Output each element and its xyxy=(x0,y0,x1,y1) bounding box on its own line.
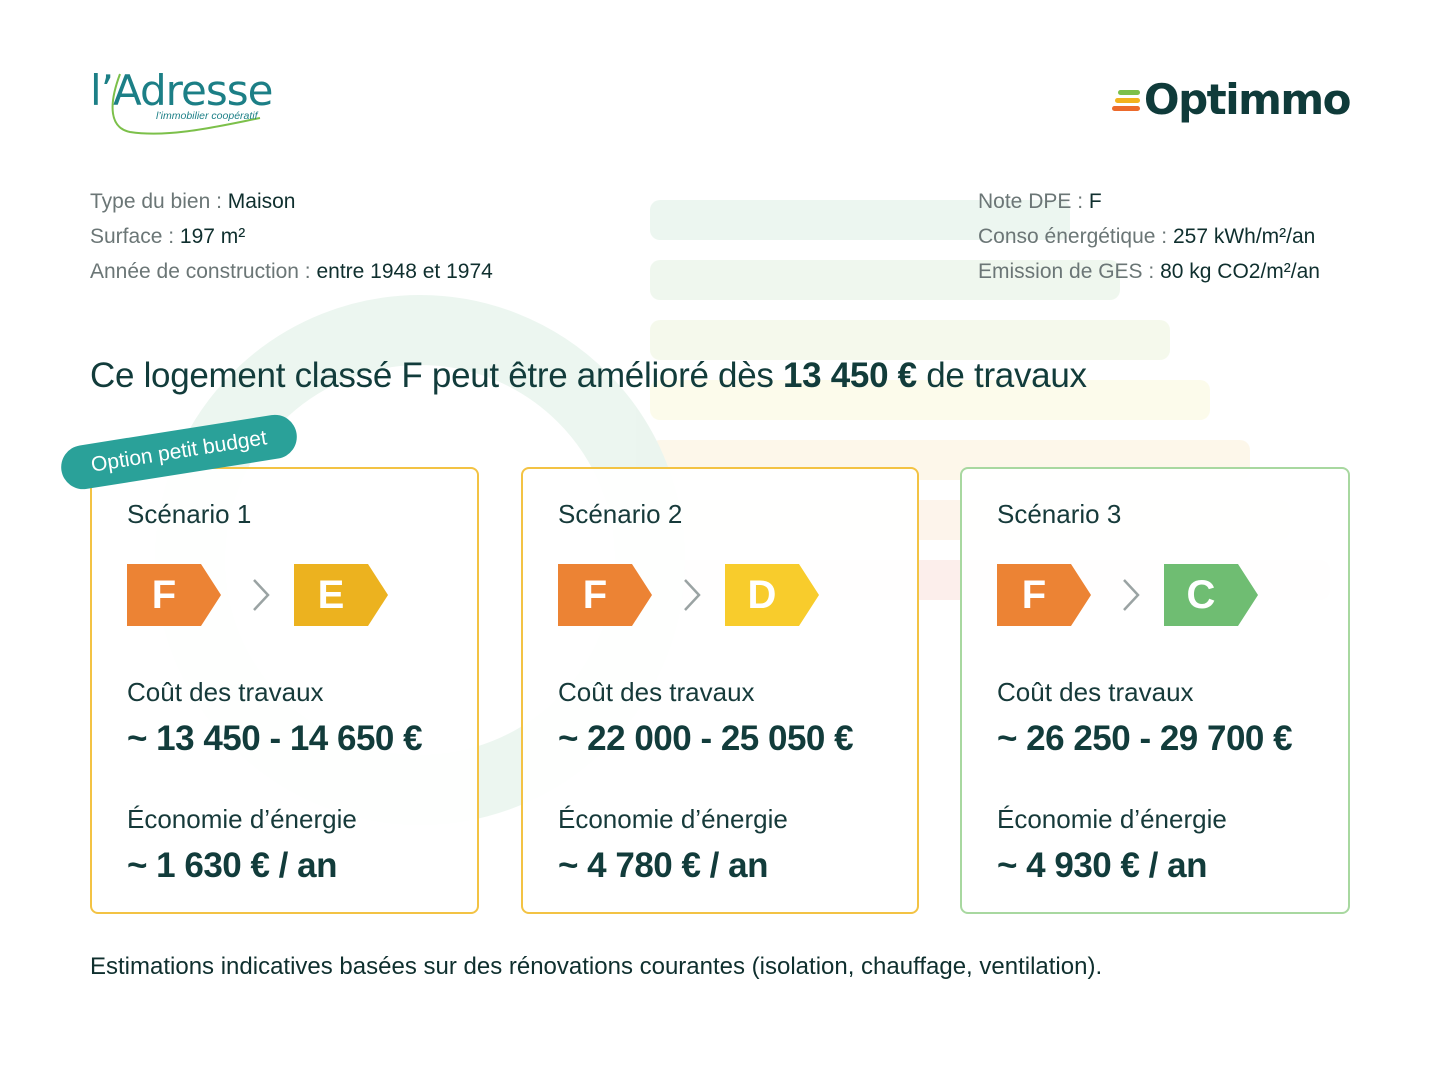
cost-value: ~ 13 450 - 14 650 € xyxy=(127,719,423,758)
property-type-value: Maison xyxy=(227,190,296,213)
dpe-to-badge: D xyxy=(725,564,819,626)
scenario-title: Scénario 3 xyxy=(997,499,1122,529)
headline-after: de travaux xyxy=(916,356,1087,395)
cost-label: Coût des travaux xyxy=(997,677,1194,707)
conso-value: 257 kWh/m²/an xyxy=(1172,225,1316,248)
saving-label: Économie d’énergie xyxy=(997,804,1227,834)
dpe-from-letter: F xyxy=(151,573,177,617)
cost-label: Coût des travaux xyxy=(558,677,755,707)
ges-row: Emission de GES : 80 kg CO2/m²/an xyxy=(978,254,1320,289)
saving-value: ~ 4 930 € / an xyxy=(997,846,1207,885)
headline: Ce logement classé F peut être amélioré … xyxy=(90,356,1087,396)
surface-row: Surface : 197 m² xyxy=(90,219,493,254)
optimmo-logo: Optimmo xyxy=(1111,74,1352,124)
scenario-card-1: Scénario 1 F E Coût des travaux ~ 13 450… xyxy=(90,467,479,914)
ladresse-wordmark: l’Adresse xyxy=(90,66,273,115)
dpe-from-badge: F xyxy=(127,564,221,626)
dpe-to-letter: E xyxy=(317,573,345,617)
footer-note: Estimations indicatives basées sur des r… xyxy=(90,953,1103,980)
logo-swoosh xyxy=(111,73,261,135)
construction-year-value: entre 1948 et 1974 xyxy=(316,260,493,283)
saving-label: Économie d’énergie xyxy=(558,804,788,834)
dpe-to-letter: C xyxy=(1186,573,1216,617)
conso-row: Conso énergétique : 257 kWh/m²/an xyxy=(978,219,1320,254)
construction-year-label: Année de construction : xyxy=(90,260,317,283)
scenario-title: Scénario 1 xyxy=(127,499,252,529)
saving-value: ~ 1 630 € / an xyxy=(127,846,337,885)
dpe-to-letter: D xyxy=(747,573,777,617)
property-type-row: Type du bien : Maison xyxy=(90,184,493,219)
dpe-value: F xyxy=(1088,190,1102,213)
dpe-from-letter: F xyxy=(1021,573,1047,617)
property-type-label: Type du bien : xyxy=(90,190,228,213)
headline-before: Ce logement classé F peut être amélioré … xyxy=(90,356,783,395)
ladresse-tagline: l’immobilier coopératif xyxy=(156,110,258,122)
dpe-from-badge: F xyxy=(997,564,1091,626)
headline-amount: 13 450 € xyxy=(783,356,917,395)
ges-value: 80 kg CO2/m²/an xyxy=(1160,260,1320,283)
construction-year-row: Année de construction : entre 1948 et 19… xyxy=(90,254,493,289)
property-info: Type du bien : Maison Surface : 197 m² A… xyxy=(90,184,493,289)
optimmo-bars-icon xyxy=(1111,84,1142,114)
chevron-right-icon xyxy=(1123,579,1140,611)
saving-value: ~ 4 780 € / an xyxy=(558,846,768,885)
dpe-from-letter: F xyxy=(582,573,608,617)
scenario-card-3: Scénario 3 F C Coût des travaux ~ 26 250… xyxy=(960,467,1350,914)
ges-label: Emission de GES : xyxy=(978,260,1161,283)
dpe-to-badge: C xyxy=(1164,564,1258,626)
optimmo-wordmark: Optimmo xyxy=(1143,74,1352,124)
saving-label: Économie d’énergie xyxy=(127,804,357,834)
scenario-title: Scénario 2 xyxy=(558,499,683,529)
ladresse-logo: l’Adresse l’immobilier coopératif xyxy=(90,66,280,136)
chevron-right-icon xyxy=(253,579,270,611)
surface-value: 197 m² xyxy=(179,225,246,248)
surface-label: Surface : xyxy=(90,225,180,248)
dpe-from-badge: F xyxy=(558,564,652,626)
cost-label: Coût des travaux xyxy=(127,677,324,707)
dpe-row: Note DPE : F xyxy=(978,184,1320,219)
dpe-label: Note DPE : xyxy=(978,190,1089,213)
cost-value: ~ 26 250 - 29 700 € xyxy=(997,719,1293,758)
scenario-card-2: Scénario 2 F D Coût des travaux ~ 22 000… xyxy=(521,467,919,914)
chevron-right-icon xyxy=(684,579,701,611)
dpe-to-badge: E xyxy=(294,564,388,626)
energy-info: Note DPE : F Conso énergétique : 257 kWh… xyxy=(978,184,1320,289)
conso-label: Conso énergétique : xyxy=(978,225,1173,248)
cost-value: ~ 22 000 - 25 050 € xyxy=(558,719,854,758)
